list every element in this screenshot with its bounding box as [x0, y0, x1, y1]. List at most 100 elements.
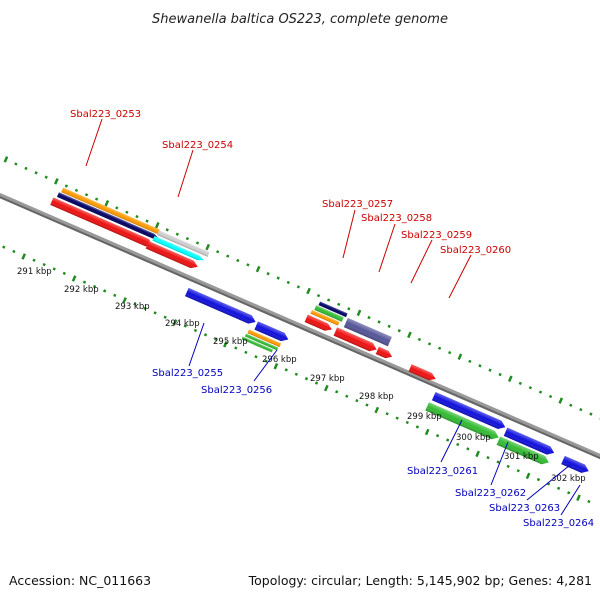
gene-label[interactable]: Sbal223_0255	[152, 368, 223, 379]
minor-tick	[296, 285, 301, 289]
minor-tick	[32, 258, 36, 262]
leader-line	[85, 118, 103, 167]
minor-tick	[337, 302, 341, 307]
gene-label[interactable]: Sbal223_0264	[523, 518, 594, 529]
minor-tick	[74, 188, 79, 192]
gene-label[interactable]: Sbal223_0258	[361, 213, 432, 224]
major-tick	[273, 362, 279, 370]
minor-tick	[365, 403, 369, 407]
kbp-label: 298 kbp	[359, 392, 394, 402]
major-tick	[154, 221, 160, 229]
minor-tick	[326, 298, 331, 302]
minor-tick	[244, 350, 248, 354]
kbp-label: 296 kbp	[262, 355, 297, 365]
major-tick	[172, 319, 178, 326]
minor-tick	[276, 276, 280, 280]
gene-shading	[56, 192, 159, 239]
minor-tick	[427, 342, 432, 346]
minor-tick	[347, 307, 351, 311]
minor-tick	[52, 267, 56, 271]
top-leader-lines	[85, 118, 472, 299]
gene-label[interactable]: Sbal223_0262	[455, 488, 526, 499]
minor-tick	[345, 394, 349, 398]
major-tick	[255, 265, 261, 273]
gene-features	[50, 187, 589, 473]
kbp-label: 292 kbp	[64, 285, 99, 295]
kbp-label: 295 kbp	[213, 337, 248, 347]
minor-tick	[569, 403, 573, 407]
minor-tick	[264, 359, 268, 363]
minor-tick	[456, 442, 460, 447]
gene-shading	[304, 314, 332, 331]
minor-tick	[175, 232, 179, 236]
gene-label[interactable]: Sbal223_0263	[489, 503, 560, 514]
minor-tick	[548, 394, 553, 399]
minor-tick	[486, 455, 490, 460]
minor-tick	[193, 328, 198, 333]
major-tick	[306, 287, 311, 295]
minor-tick	[24, 166, 28, 171]
minor-tick	[203, 333, 208, 337]
genome-backbone-shadow	[0, 193, 600, 463]
major-tick	[3, 156, 9, 163]
kbp-labels: 291 kbp 292 kbp 293 kbp 294 kbp 295 kbp …	[17, 267, 586, 484]
kbp-label: 301 kbp	[504, 452, 539, 462]
major-tick	[507, 375, 513, 382]
gene-label[interactable]: Sbal223_0260	[440, 245, 511, 256]
minor-tick	[163, 315, 167, 319]
minor-tick	[266, 272, 270, 276]
minor-tick	[133, 302, 137, 306]
kbp-label: 291 kbp	[17, 267, 52, 277]
minor-tick	[314, 381, 319, 385]
kbp-label: 293 kbp	[115, 302, 150, 312]
gene-label[interactable]: Sbal223_0257	[322, 199, 393, 210]
minor-tick	[12, 249, 16, 254]
minor-tick	[518, 381, 522, 385]
minor-tick	[103, 289, 107, 293]
leader-line	[253, 349, 278, 382]
minor-tick	[94, 197, 99, 201]
gene-shading	[561, 455, 589, 473]
minor-tick	[468, 359, 472, 364]
minor-tick	[234, 346, 238, 350]
kbp-label: 294 kbp	[165, 319, 200, 329]
minor-tick	[488, 368, 492, 372]
leader-line	[490, 441, 509, 486]
major-tick	[54, 178, 59, 185]
major-tick	[374, 406, 380, 414]
minor-tick	[2, 245, 6, 249]
gene-shading	[314, 305, 344, 322]
minor-tick	[153, 311, 157, 315]
gene-shading	[152, 235, 204, 261]
minor-tick	[417, 337, 422, 342]
gene-label[interactable]: Sbal223_0256	[201, 385, 272, 396]
minor-tick	[143, 306, 147, 311]
minor-tick	[567, 491, 571, 495]
minor-tick	[14, 162, 18, 166]
major-tick	[71, 275, 77, 282]
tick-track-top	[3, 156, 600, 421]
major-tick	[21, 253, 27, 260]
minor-tick	[367, 315, 371, 320]
major-tick	[205, 243, 211, 251]
minor-tick	[145, 219, 149, 223]
gene-label[interactable]: Sbal223_0254	[162, 140, 233, 151]
bottom-leader-lines	[188, 322, 581, 516]
minor-tick	[498, 372, 502, 377]
gene-shading	[310, 309, 340, 326]
minor-tick	[84, 193, 89, 197]
minor-tick	[536, 477, 541, 482]
minor-tick	[538, 390, 543, 394]
gene-label[interactable]: Sbal223_0259	[401, 230, 472, 241]
minor-tick	[387, 324, 391, 328]
gene-shading	[375, 346, 393, 359]
minor-tick	[254, 355, 258, 359]
gene-label[interactable]: Sbal223_0253	[70, 109, 141, 120]
leader-line	[177, 149, 194, 198]
gene-label[interactable]: Sbal223_0261	[407, 466, 478, 477]
minor-tick	[246, 263, 250, 267]
minor-tick	[579, 408, 583, 412]
minor-tick	[64, 184, 69, 188]
minor-tick	[236, 258, 240, 263]
